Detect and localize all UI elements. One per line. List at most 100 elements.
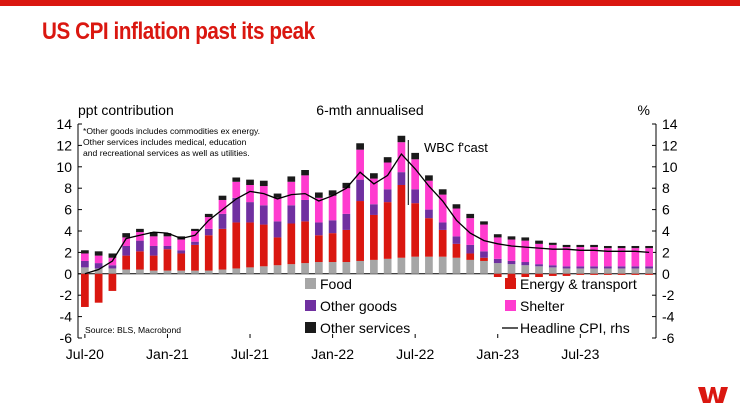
bar-shelter [438, 194, 447, 223]
bar-energy-transport [122, 255, 131, 270]
right-y-tick-label: 2 [662, 244, 670, 260]
bar-other-goods [370, 204, 378, 215]
legend-swatch [305, 322, 316, 333]
bar-energy-transport [480, 257, 488, 261]
bar-energy-transport [645, 273, 653, 275]
left-axis-label: ppt contribution [78, 102, 174, 118]
bar-food [438, 256, 447, 274]
bar-other-goods [136, 240, 144, 252]
bar-energy-transport [177, 253, 186, 271]
bar-shelter [466, 218, 475, 245]
x-tick-label: Jul-23 [561, 346, 599, 362]
bar-shelter [81, 253, 89, 261]
x-tick-label: Jul-21 [231, 346, 269, 362]
bar-food [411, 256, 420, 274]
bar-food [356, 260, 364, 274]
bar-other-services [411, 152, 420, 160]
bar-shelter [287, 181, 296, 206]
bar-energy-transport [342, 229, 351, 263]
bar-food [204, 270, 213, 274]
bar-food [273, 265, 282, 274]
bar-energy-transport [397, 184, 406, 258]
bar-other-goods [590, 266, 598, 269]
bar-other-goods [466, 244, 475, 254]
bar-shelter [480, 224, 488, 252]
bar-other-goods [603, 266, 612, 269]
bar-other-services [521, 237, 530, 241]
bar-energy-transport [232, 222, 241, 269]
bar-other-services [149, 232, 158, 237]
bar-food [425, 256, 433, 274]
bar-other-services [259, 180, 268, 187]
bar-shelter [328, 195, 337, 221]
bar-shelter [562, 247, 571, 267]
bar-shelter [136, 232, 144, 241]
footnote-line-2: Other services includes medical, educati… [83, 137, 247, 147]
left-y-tick-label: 6 [64, 202, 72, 218]
right-y-tick-label: 8 [662, 180, 670, 196]
right-y-tick-label: 6 [662, 202, 670, 218]
bar-other-goods [548, 265, 557, 268]
bar-energy-transport [370, 214, 378, 260]
bar-shelter [149, 236, 158, 246]
bar-food [314, 262, 323, 274]
bar-shelter [232, 181, 241, 198]
bar-food [603, 268, 612, 274]
legend-label: Headline CPI, rhs [520, 320, 630, 336]
bar-other-services [631, 245, 640, 249]
bar-other-services [603, 245, 612, 249]
bar-food [521, 265, 530, 274]
bar-energy-transport [314, 235, 323, 263]
bar-other-goods [521, 262, 530, 266]
bar-other-services [425, 175, 433, 181]
bar-other-goods [163, 245, 172, 250]
bar-food [328, 262, 337, 274]
bar-energy-transport [94, 273, 103, 303]
bar-energy-transport [108, 273, 117, 291]
bar-shelter [356, 149, 364, 180]
bar-shelter [342, 188, 351, 214]
bar-other-services [246, 179, 254, 185]
bar-energy-transport [356, 201, 364, 261]
bar-shelter [94, 255, 103, 264]
bar-energy-transport [521, 273, 530, 278]
bar-other-goods [645, 266, 653, 269]
bar-energy-transport [590, 273, 598, 275]
bar-other-services [191, 228, 199, 231]
right-axis-label: % [638, 102, 650, 118]
bar-shelter [301, 175, 309, 200]
bar-food [342, 262, 351, 274]
bar-other-services [287, 176, 296, 182]
right-y-tick-label: 12 [662, 137, 678, 153]
legend-label: Other goods [320, 298, 397, 314]
bar-other-services [466, 213, 475, 219]
x-tick-label: Jan-21 [146, 346, 189, 362]
bar-shelter [370, 178, 378, 205]
bar-other-services [122, 233, 131, 238]
headline-cpi-line [84, 152, 650, 275]
legend-swatch [305, 300, 316, 311]
right-y-axis: 14 12 10 8 6 4 2 0 -2 -4 -6 [652, 116, 678, 346]
bar-food [301, 263, 309, 274]
bar-shelter [576, 247, 585, 267]
bar-other-goods [287, 205, 296, 224]
bar-food [548, 267, 557, 274]
bar-food [493, 263, 502, 274]
footnote-line-1: *Other goods includes commodities ex ene… [83, 126, 260, 136]
bar-other-goods [246, 202, 254, 223]
bar-shelter [191, 231, 199, 242]
bar-other-services [480, 221, 488, 225]
bar-other-goods [259, 205, 268, 225]
bar-food [645, 268, 653, 274]
left-y-tick-label: 12 [56, 137, 72, 153]
bar-food [452, 257, 461, 274]
bar-food [136, 269, 144, 274]
bar-food [246, 267, 254, 274]
bar-other-goods [356, 179, 364, 202]
bar-energy-transport [548, 273, 557, 276]
bar-energy-transport [576, 273, 585, 275]
bar-shelter [521, 240, 530, 263]
bar-food [370, 259, 378, 274]
bar-energy-transport [617, 273, 626, 275]
bar-other-services [273, 193, 282, 198]
